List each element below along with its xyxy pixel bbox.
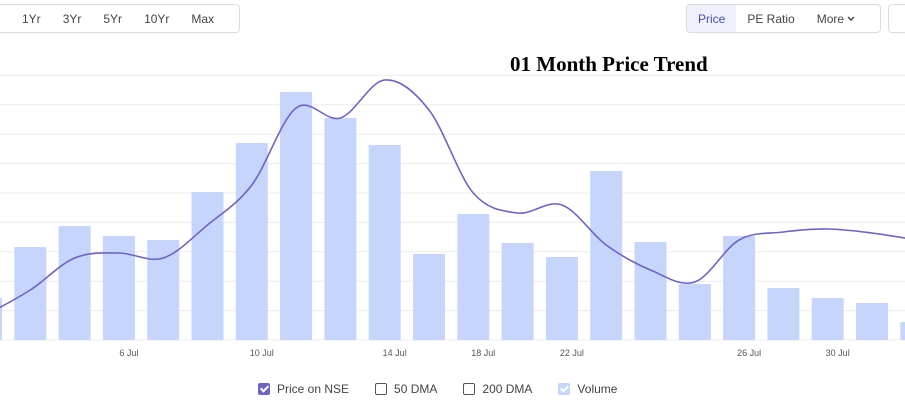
legend-item[interactable]: 200 DMA bbox=[463, 382, 532, 396]
checkbox[interactable] bbox=[258, 383, 270, 395]
legend-label: 50 DMA bbox=[394, 382, 438, 396]
price-line bbox=[0, 79, 905, 309]
volume-bar bbox=[723, 236, 756, 340]
x-tick-label: 18 Jul bbox=[471, 348, 495, 358]
legend-label: 200 DMA bbox=[482, 382, 533, 396]
legend-label: Volume bbox=[577, 382, 618, 396]
volume-bar bbox=[900, 322, 905, 340]
volume-bar bbox=[147, 240, 180, 340]
checkbox[interactable] bbox=[463, 383, 476, 395]
x-tick-label: 14 Jul bbox=[383, 348, 407, 358]
x-tick-label: 26 Jul bbox=[737, 348, 761, 358]
range-selector: 1Yr 3Yr 5Yr 10Yr Max bbox=[0, 4, 240, 33]
view-button[interactable]: PE Ratio bbox=[747, 11, 795, 26]
x-tick-label: 22 Jul bbox=[560, 348, 584, 358]
chart: 6 Jul 10 Jul 14 Jul 18 Jul 22 Jul 26 Jul 30 Ju… bbox=[0, 74, 905, 358]
legend-item[interactable]: 50 DMA bbox=[375, 382, 437, 396]
view-selector: Price PE Ratio More bbox=[686, 4, 881, 33]
chart-title: 01 Month Price Trend bbox=[510, 52, 708, 76]
extra-button[interactable] bbox=[888, 4, 905, 33]
range-button[interactable]: 5Yr bbox=[103, 11, 123, 26]
volume-bar bbox=[634, 242, 667, 340]
legend: Price on NSE 50 DMA 200 DMA Volume bbox=[258, 382, 617, 396]
volume-bar bbox=[856, 303, 888, 340]
volume-bar bbox=[324, 118, 357, 340]
volume-bar bbox=[368, 145, 401, 340]
checkbox[interactable] bbox=[558, 383, 571, 395]
volume-bar bbox=[590, 171, 623, 340]
range-button[interactable]: 3Yr bbox=[62, 11, 82, 26]
volume-bar bbox=[811, 298, 844, 340]
view-button[interactable]: More bbox=[806, 5, 869, 32]
volume-bar bbox=[767, 288, 800, 340]
volume-bar bbox=[678, 284, 711, 340]
volume-bar bbox=[191, 192, 224, 340]
checkbox[interactable] bbox=[375, 383, 388, 395]
range-button[interactable]: Max bbox=[191, 11, 215, 26]
volume-bar bbox=[280, 92, 313, 340]
volume-bar bbox=[413, 254, 445, 340]
volume-bar bbox=[102, 236, 135, 340]
volume-bar bbox=[457, 214, 490, 340]
legend-item[interactable]: Volume bbox=[558, 382, 617, 396]
x-tick-label: 30 Jul bbox=[826, 348, 850, 358]
view-button[interactable]: Price bbox=[687, 5, 737, 32]
chevron bbox=[847, 16, 855, 21]
volume-bar bbox=[14, 247, 47, 340]
volume-bar bbox=[0, 298, 2, 340]
x-tick-label: 6 Jul bbox=[119, 348, 138, 358]
volume-bar bbox=[501, 243, 534, 340]
range-button[interactable]: 1Yr bbox=[22, 11, 41, 26]
x-tick-label: 10 Jul bbox=[250, 348, 274, 358]
volume-bar bbox=[545, 257, 578, 340]
range-button[interactable]: 10Yr bbox=[144, 11, 170, 26]
volume-bar bbox=[58, 226, 91, 340]
legend-label: Price on NSE bbox=[277, 382, 350, 396]
legend-item[interactable]: Price on NSE bbox=[258, 382, 349, 396]
volume-bar bbox=[235, 143, 268, 340]
